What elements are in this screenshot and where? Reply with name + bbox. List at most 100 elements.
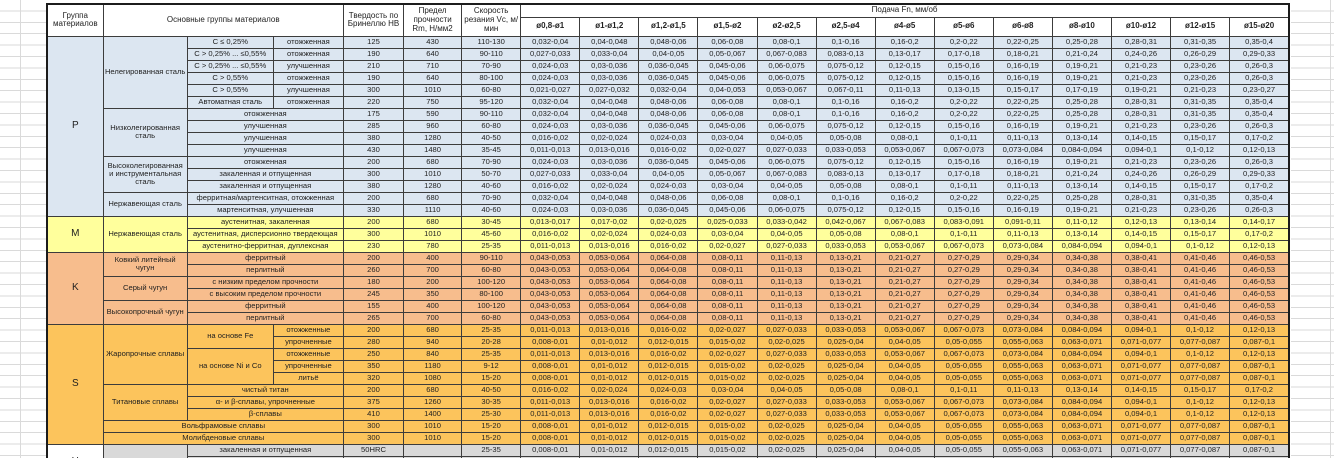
- feed-value[interactable]: 0,03-0,036: [579, 59, 640, 73]
- feed-value[interactable]: 0,16-0,19: [992, 119, 1053, 133]
- material-group-name[interactable]: Серый чугун: [102, 275, 188, 301]
- feed-value[interactable]: 0,23-0,26: [1170, 203, 1231, 217]
- feed-value[interactable]: 0,02-0,027: [697, 323, 758, 337]
- feed-value[interactable]: 0,11-0,13: [992, 383, 1053, 397]
- feed-value[interactable]: 0,26-0,3: [1229, 155, 1290, 169]
- feed-value[interactable]: 0,46-0,53: [1229, 263, 1290, 277]
- feed-value[interactable]: 0,063-0,071: [1051, 443, 1112, 457]
- feed-value[interactable]: 0,08-0,1: [874, 131, 935, 145]
- feed-value[interactable]: 0,053-0,067: [874, 323, 935, 337]
- feed-value[interactable]: 0,08-0,11: [697, 263, 758, 277]
- feed-value[interactable]: 0,21-0,23: [1110, 59, 1172, 73]
- feed-value[interactable]: 0,28-0,31: [1110, 191, 1172, 205]
- feed-value[interactable]: 0,016-0,02: [520, 383, 581, 397]
- feed-value[interactable]: 0,41-0,46: [1170, 251, 1231, 265]
- feed-value[interactable]: 0,14-0,15: [1110, 131, 1172, 145]
- cutting-speed[interactable]: 70-90: [461, 155, 522, 169]
- material-group-name[interactable]: Нержавеющая сталь: [102, 215, 188, 253]
- feed-value[interactable]: 0,06-0,08: [697, 35, 758, 49]
- tensile-strength[interactable]: 400: [403, 251, 463, 265]
- feed-value[interactable]: 0,08-0,11: [697, 287, 758, 301]
- feed-value[interactable]: 0,13-0,14: [1051, 227, 1112, 241]
- feed-value[interactable]: 0,015-0,02: [697, 359, 758, 373]
- feed-value[interactable]: 0,21-0,27: [874, 287, 935, 301]
- feed-value[interactable]: 0,032-0,04: [520, 191, 581, 205]
- material-subtype[interactable]: перлитный: [186, 311, 344, 325]
- feed-value[interactable]: 0,011-0,013: [520, 347, 581, 361]
- feed-value[interactable]: 0,048-0,06: [638, 191, 699, 205]
- cutting-speed[interactable]: 25-30: [461, 407, 522, 421]
- feed-value[interactable]: 0,05-0,08: [815, 227, 876, 241]
- material-group-name[interactable]: Нелегированная сталь: [102, 35, 188, 109]
- feed-value[interactable]: 0,14-0,15: [1110, 227, 1172, 241]
- tensile-strength[interactable]: 1280: [403, 179, 463, 193]
- feed-value[interactable]: 0,075-0,12: [815, 155, 876, 169]
- tensile-strength[interactable]: 710: [403, 59, 463, 73]
- feed-value[interactable]: 0,013-0,016: [579, 143, 640, 157]
- cutting-speed[interactable]: 30-45: [461, 215, 522, 229]
- cutting-speed[interactable]: 90-110: [461, 251, 522, 265]
- feed-value[interactable]: 0,12-0,13: [1229, 239, 1290, 253]
- feed-value[interactable]: 0,31-0,35: [1170, 95, 1231, 109]
- feed-value[interactable]: 0,18-0,21: [992, 47, 1053, 61]
- feed-value[interactable]: 0,033-0,042: [756, 215, 817, 229]
- material-subtype[interactable]: улучшенная: [186, 119, 344, 133]
- material-subtype[interactable]: C > 0,25% ... ≤0,55%: [186, 59, 274, 73]
- feed-value[interactable]: 0,094-0,1: [1110, 239, 1172, 253]
- feed-value[interactable]: 0,064-0,08: [638, 251, 699, 265]
- feed-value[interactable]: 0,1-0,16: [815, 107, 876, 121]
- feed-value[interactable]: 0,024-0,03: [520, 59, 581, 73]
- feed-value[interactable]: 0,053-0,067: [874, 347, 935, 361]
- feed-value[interactable]: 0,1-0,12: [1170, 395, 1231, 409]
- feed-value[interactable]: 0,11-0,13: [756, 263, 817, 277]
- feed-value[interactable]: 0,16-0,2: [874, 35, 935, 49]
- feed-value[interactable]: 0,025-0,04: [815, 431, 876, 445]
- material-subtype[interactable]: C ≤ 0,25%: [186, 35, 274, 49]
- feed-value[interactable]: 0,06-0,075: [756, 119, 817, 133]
- feed-value[interactable]: 0,11-0,13: [992, 131, 1053, 145]
- feed-value[interactable]: 0,02-0,025: [756, 335, 817, 349]
- feed-value[interactable]: 0,22-0,25: [992, 35, 1053, 49]
- feed-value[interactable]: 0,38-0,41: [1110, 251, 1172, 265]
- feed-value[interactable]: 0,08-0,1: [756, 35, 817, 49]
- col-header-cutting-speed[interactable]: Скорость резания Vc, м/мин: [461, 3, 522, 37]
- feed-value[interactable]: 0,15-0,16: [933, 119, 994, 133]
- feed-value[interactable]: 0,045-0,06: [697, 155, 758, 169]
- cutting-speed[interactable]: 110-130: [461, 35, 522, 49]
- feed-value[interactable]: 0,16-0,2: [874, 191, 935, 205]
- feed-value[interactable]: 0,036-0,045: [638, 71, 699, 85]
- feed-value[interactable]: 0,34-0,38: [1051, 263, 1112, 277]
- material-group-name[interactable]: Низколегированная сталь: [102, 107, 188, 157]
- feed-value[interactable]: 0,2-0,22: [933, 95, 994, 109]
- hardness-hb[interactable]: 200: [342, 383, 405, 397]
- cutting-speed[interactable]: 100-120: [461, 299, 522, 313]
- material-subtype[interactable]: упрочненные: [272, 335, 344, 349]
- feed-value[interactable]: 0,024-0,03: [520, 203, 581, 217]
- feed-value[interactable]: 0,12-0,13: [1110, 215, 1172, 229]
- feed-value[interactable]: 0,016-0,02: [638, 407, 699, 421]
- tensile-strength[interactable]: 1260: [403, 395, 463, 409]
- feed-value[interactable]: 0,04-0,05: [874, 419, 935, 433]
- material-subtype[interactable]: отожженные: [272, 347, 344, 361]
- feed-value[interactable]: 0,067-0,073: [933, 395, 994, 409]
- material-group-letter[interactable]: P: [46, 35, 104, 217]
- feed-value[interactable]: 0,25-0,28: [1051, 35, 1112, 49]
- tensile-strength[interactable]: 680: [403, 215, 463, 229]
- feed-value[interactable]: 0,06-0,075: [756, 155, 817, 169]
- feed-value[interactable]: 0,29-0,33: [1229, 47, 1290, 61]
- feed-value[interactable]: 0,016-0,02: [520, 131, 581, 145]
- feed-value[interactable]: 0,13-0,21: [815, 311, 876, 325]
- feed-value[interactable]: 0,011-0,013: [520, 407, 581, 421]
- feed-value[interactable]: 0,1-0,11: [933, 227, 994, 241]
- feed-value[interactable]: 0,024-0,03: [638, 383, 699, 397]
- feed-value[interactable]: 0,1-0,11: [933, 131, 994, 145]
- tensile-strength[interactable]: 680: [403, 155, 463, 169]
- cutting-speed[interactable]: 20-28: [461, 335, 522, 349]
- col-header-diameter[interactable]: ø1,5-ø2: [697, 16, 758, 37]
- feed-value[interactable]: 0,46-0,53: [1229, 251, 1290, 265]
- material-subtype[interactable]: β-сплавы: [186, 407, 344, 421]
- feed-value[interactable]: 0,04-0,05: [874, 443, 935, 457]
- material-group-name[interactable]: Ковкий литейный чугун: [102, 251, 188, 277]
- feed-value[interactable]: 0,04-0,05: [638, 47, 699, 61]
- feed-value[interactable]: 0,17-0,2: [1229, 383, 1290, 397]
